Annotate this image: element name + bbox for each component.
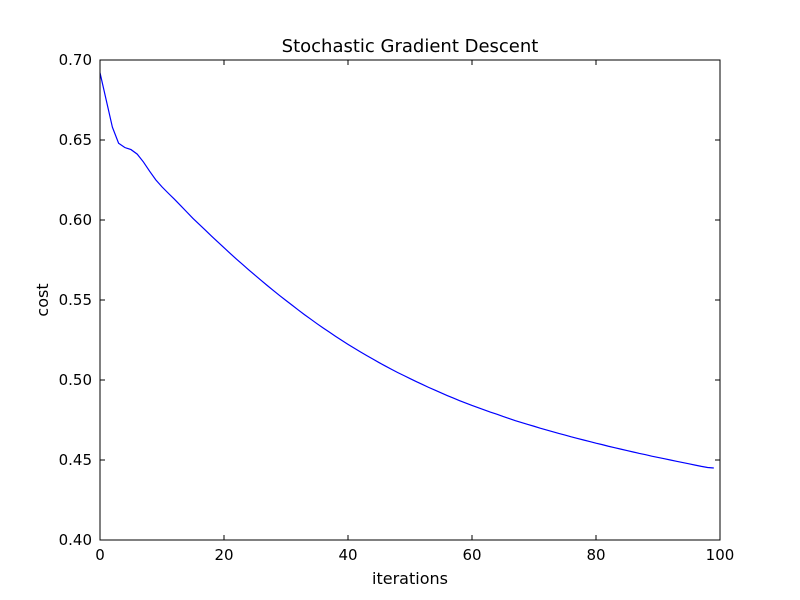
y-tick-label: 0.65 <box>59 131 92 149</box>
chart-title: Stochastic Gradient Descent <box>282 36 539 57</box>
x-tick-label: 40 <box>338 546 357 564</box>
y-tick-label: 0.40 <box>59 531 92 549</box>
tick-labels: 0 20 40 60 80 100 0.40 0.45 0.50 0.55 0.60 0.65 0.70 <box>59 51 735 564</box>
y-tick-label: 0.45 <box>59 451 92 469</box>
axis-ticks <box>99 59 721 541</box>
x-tick-label: 0 <box>95 546 105 564</box>
y-tick-label: 0.55 <box>59 291 92 309</box>
y-tick-label: 0.60 <box>59 211 92 229</box>
x-axis-label: iterations <box>372 569 448 588</box>
y-tick-label: 0.70 <box>59 51 92 69</box>
y-axis-label: cost <box>33 283 52 316</box>
x-tick-label: 100 <box>706 546 735 564</box>
x-tick-label: 20 <box>214 546 233 564</box>
y-tick-label: 0.50 <box>59 371 92 389</box>
series-line <box>99 72 714 469</box>
plot-frame <box>99 59 721 541</box>
x-tick-label: 60 <box>462 546 481 564</box>
x-tick-label: 80 <box>586 546 605 564</box>
